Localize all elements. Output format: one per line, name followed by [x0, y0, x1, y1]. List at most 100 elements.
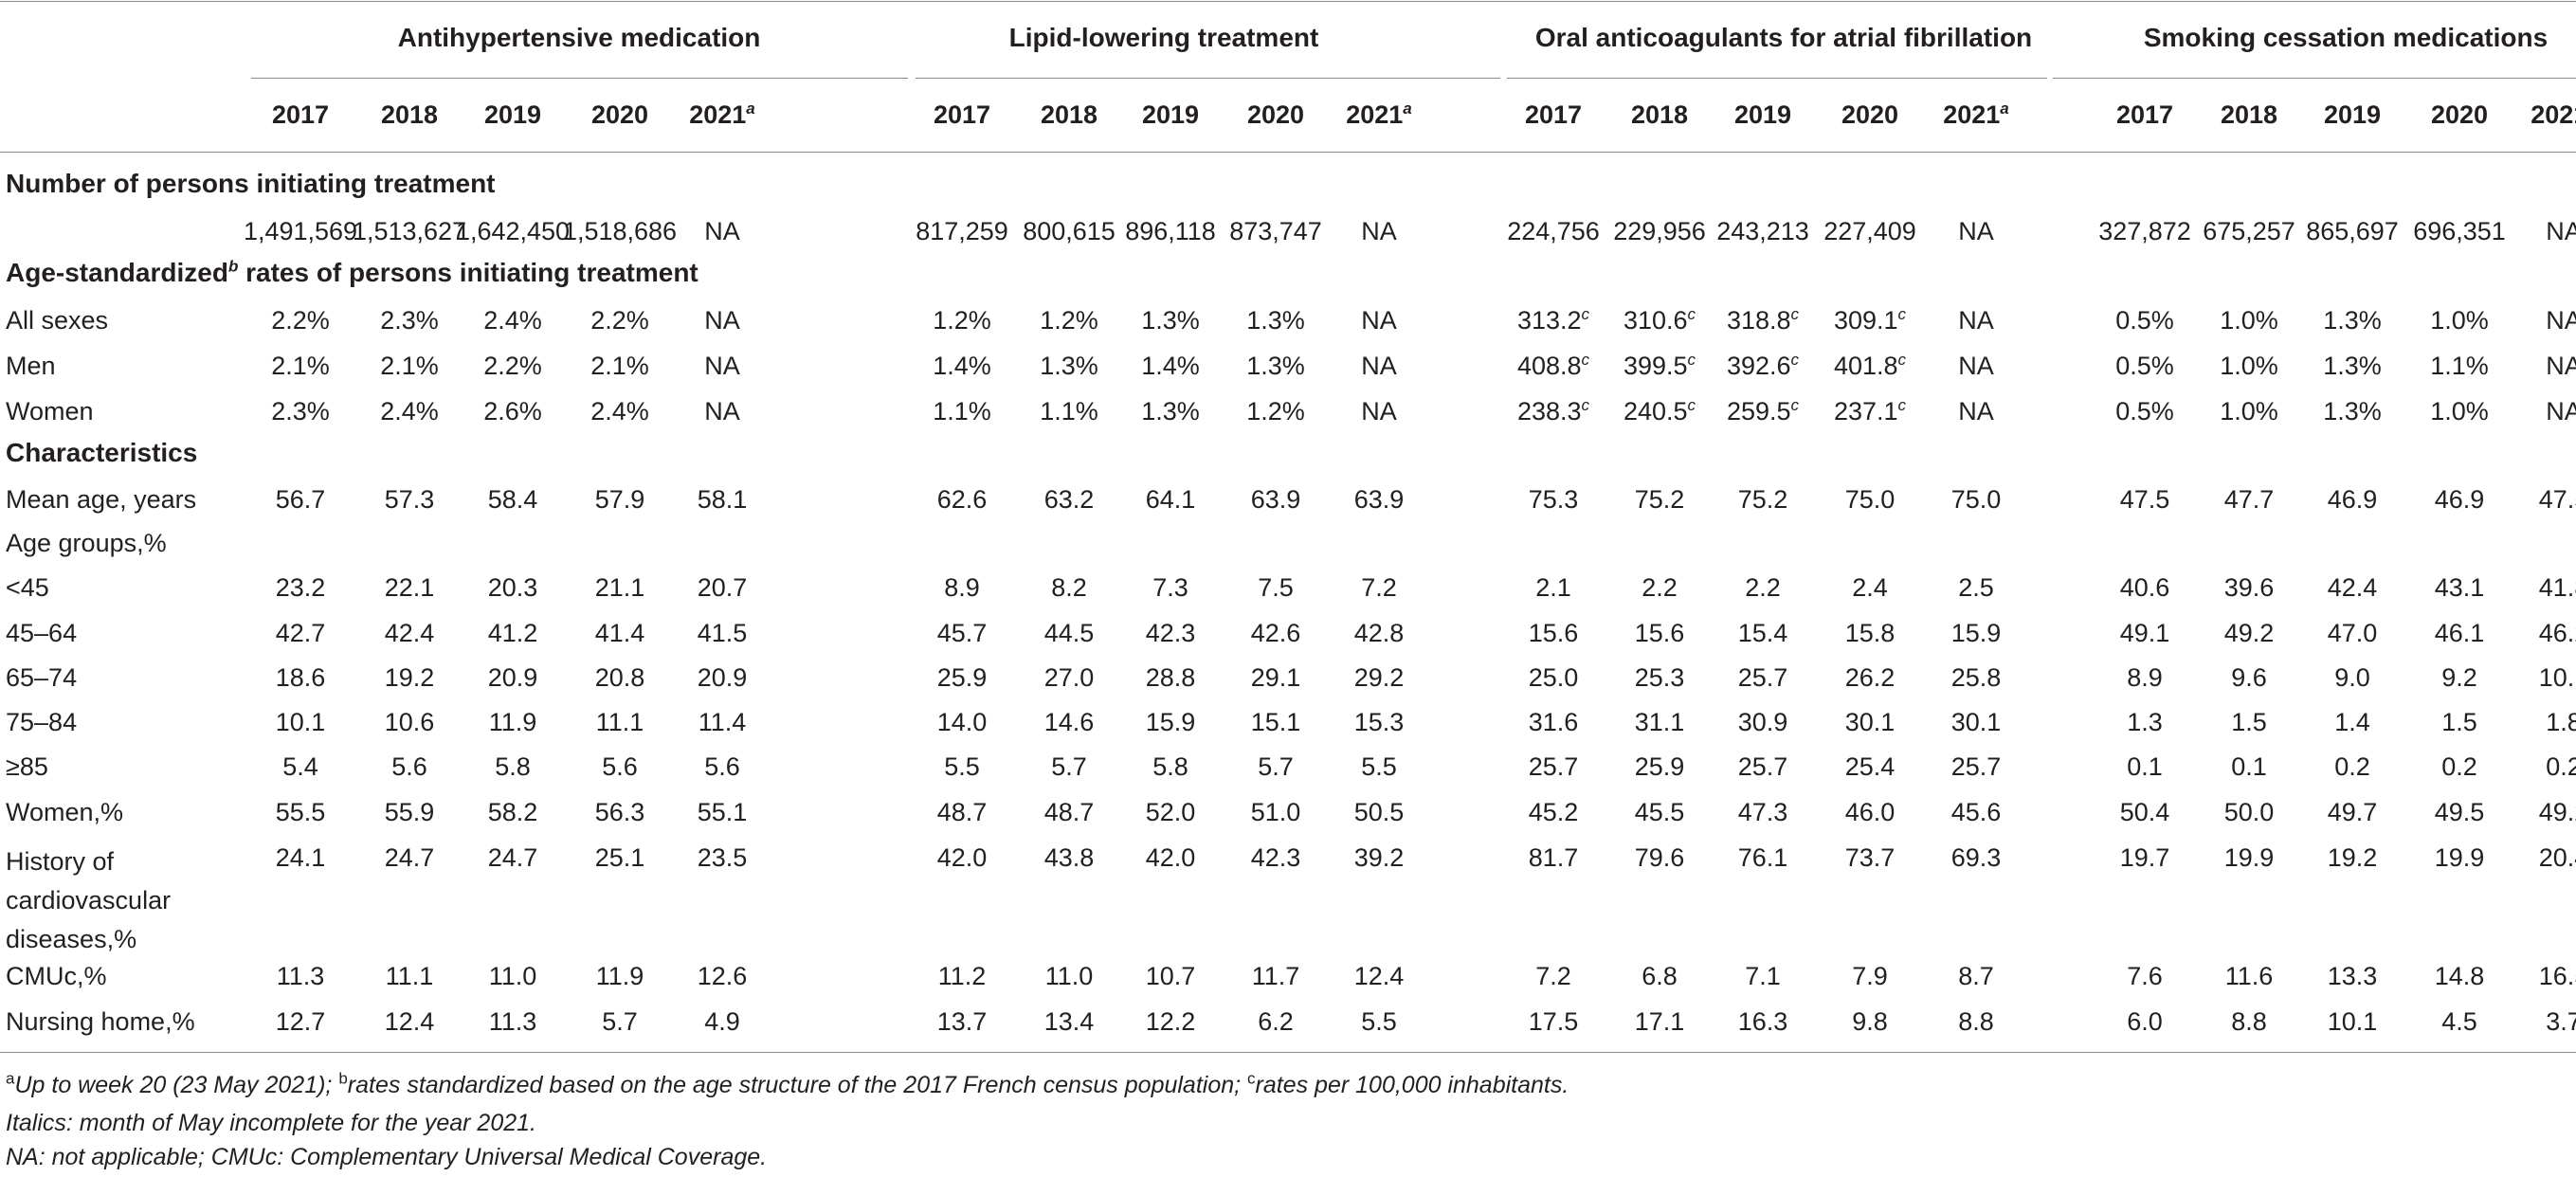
cell-value: 1,491,569 — [243, 217, 358, 245]
table-cell: 2.1% — [590, 351, 649, 381]
table-cell: 11.1 — [596, 707, 644, 737]
cell-value: 1.3 — [2127, 708, 2163, 736]
table-cell: 16.5 — [2539, 961, 2576, 991]
table-cell: 7.2 — [1535, 961, 1571, 991]
cell-value: 63.2 — [1043, 485, 1095, 514]
table-cell: 8.9 — [2127, 662, 2163, 693]
table-cell: 873,747 — [1229, 216, 1322, 246]
table-cell: 9.8 — [1852, 1006, 1888, 1037]
cell-value: 2.4 — [1852, 573, 1888, 602]
table-cell: 18.6 — [276, 662, 326, 693]
top-rule — [0, 1, 2576, 2]
table-cell: 48.7 — [1044, 797, 1095, 827]
table-cell: 313.2c — [1517, 305, 1589, 335]
cell-value: 5.8 — [1152, 752, 1188, 781]
table-cell: 24.7 — [488, 842, 538, 873]
table-cell: 318.8c — [1727, 305, 1799, 335]
table-cell: 1.1% — [933, 396, 991, 426]
table-cell: 0.1 — [2231, 751, 2267, 782]
cell-value: 2.4% — [483, 306, 542, 335]
table-cell: NA — [1958, 396, 1994, 426]
table-cell: 1.1% — [2430, 351, 2489, 381]
cell-value: 19.7 — [2119, 843, 2170, 872]
cell-value: 69.3 — [1950, 843, 2002, 872]
cell-value: 25.4 — [1844, 752, 1896, 781]
rate-footnote-mark: c — [1581, 351, 1590, 369]
cell-value: 7.2 — [1535, 962, 1571, 990]
table-cell: 25.1 — [595, 842, 645, 873]
table-cell: 24.7 — [385, 842, 435, 873]
table-cell: 28.8 — [1146, 662, 1196, 693]
section-header-persons: Number of persons initiating treatment — [6, 169, 496, 198]
cell-value: 15.9 — [1145, 708, 1196, 736]
cell-value: 1.3% — [1246, 352, 1305, 380]
table-cell: 1.0% — [2430, 305, 2489, 335]
cell-value: 19.2 — [384, 663, 435, 692]
cell-value: 1.1% — [933, 397, 991, 426]
cell-value: 1.3% — [2323, 306, 2382, 335]
cell-value: 1,518,686 — [562, 217, 678, 245]
cell-value: 0.1 — [2231, 752, 2267, 781]
rate-footnote-mark: c — [1687, 351, 1696, 369]
table-cell: 224,756 — [1507, 216, 1600, 246]
cell-value: 39.2 — [1353, 843, 1405, 872]
cell-value: 6.8 — [1642, 962, 1678, 990]
table-cell: 7.5 — [1258, 572, 1294, 603]
cell-value: NA — [704, 397, 740, 426]
cell-value: 20.9 — [487, 663, 538, 692]
cell-value: 24.7 — [487, 843, 538, 872]
table-cell: 3.7 — [2546, 1006, 2576, 1037]
table-cell: 309.1c — [1834, 305, 1906, 335]
cell-value: 30.1 — [1950, 708, 2002, 736]
table-cell: 5.5 — [944, 751, 980, 782]
cell-value: 50.5 — [1353, 798, 1405, 826]
table-cell: 30.1 — [1845, 707, 1896, 737]
table-cell: 24.1 — [276, 842, 326, 873]
table-cell: 7.1 — [1745, 961, 1781, 991]
table-cell: 15.9 — [1146, 707, 1196, 737]
table-cell: 42.4 — [385, 618, 435, 648]
cell-value: 8.7 — [1958, 962, 1994, 990]
table-cell: 327,872 — [2098, 216, 2191, 246]
table-cell: 20.4 — [2539, 842, 2576, 873]
table-cell: 9.0 — [2334, 662, 2370, 693]
year-header: 2020 — [591, 100, 648, 130]
table-cell: 0.5% — [2115, 351, 2174, 381]
rate-footnote-mark: c — [1897, 351, 1907, 369]
table-cell: 45.7 — [937, 618, 988, 648]
table-cell: 5.6 — [602, 751, 638, 782]
table-cell: 41.5 — [698, 618, 748, 648]
cell-value: 8.2 — [1051, 573, 1087, 602]
table-cell: 25.9 — [1635, 751, 1685, 782]
cell-value: 43.1 — [2434, 573, 2485, 602]
cell-value: 1.1% — [2430, 352, 2489, 380]
cell-value: 29.1 — [1250, 663, 1301, 692]
table-cell: 25.7 — [1529, 751, 1579, 782]
rates-footnote-mark: b — [227, 257, 239, 276]
table-cell: 15.8 — [1845, 618, 1896, 648]
cell-value: 1.0% — [2220, 306, 2278, 335]
table-cell: 46.2 — [2539, 618, 2576, 648]
table-cell: 8.9 — [944, 572, 980, 603]
cell-value: 76.1 — [1737, 843, 1788, 872]
table-cell: 25.7 — [1951, 751, 2002, 782]
cell-value: 22.1 — [384, 573, 435, 602]
table-cell: 1.3% — [2323, 351, 2382, 381]
year-label: 2021 — [689, 100, 747, 129]
table-cell: 25.8 — [1951, 662, 2002, 693]
cell-value: 2.1% — [590, 352, 649, 380]
cell-value: 11.7 — [1251, 962, 1300, 990]
table-cell: 1.3% — [2323, 305, 2382, 335]
table-cell: 408.8c — [1517, 351, 1589, 381]
cell-value: 10.1 — [2538, 663, 2576, 692]
table-cell: 49.5 — [2435, 797, 2485, 827]
table-cell: 14.8 — [2435, 961, 2485, 991]
rate-footnote-mark: c — [1581, 396, 1590, 414]
cell-value: 31.1 — [1634, 708, 1685, 736]
cell-value: 42.7 — [275, 619, 326, 647]
footnote-line: Italics: month of May incomplete for the… — [6, 1110, 536, 1136]
row-label-line: cardiovascular — [6, 886, 172, 914]
rate-footnote-mark: c — [1897, 396, 1907, 414]
table-cell: 69.3 — [1951, 842, 2002, 873]
table-cell: 2.1 — [1535, 572, 1571, 603]
